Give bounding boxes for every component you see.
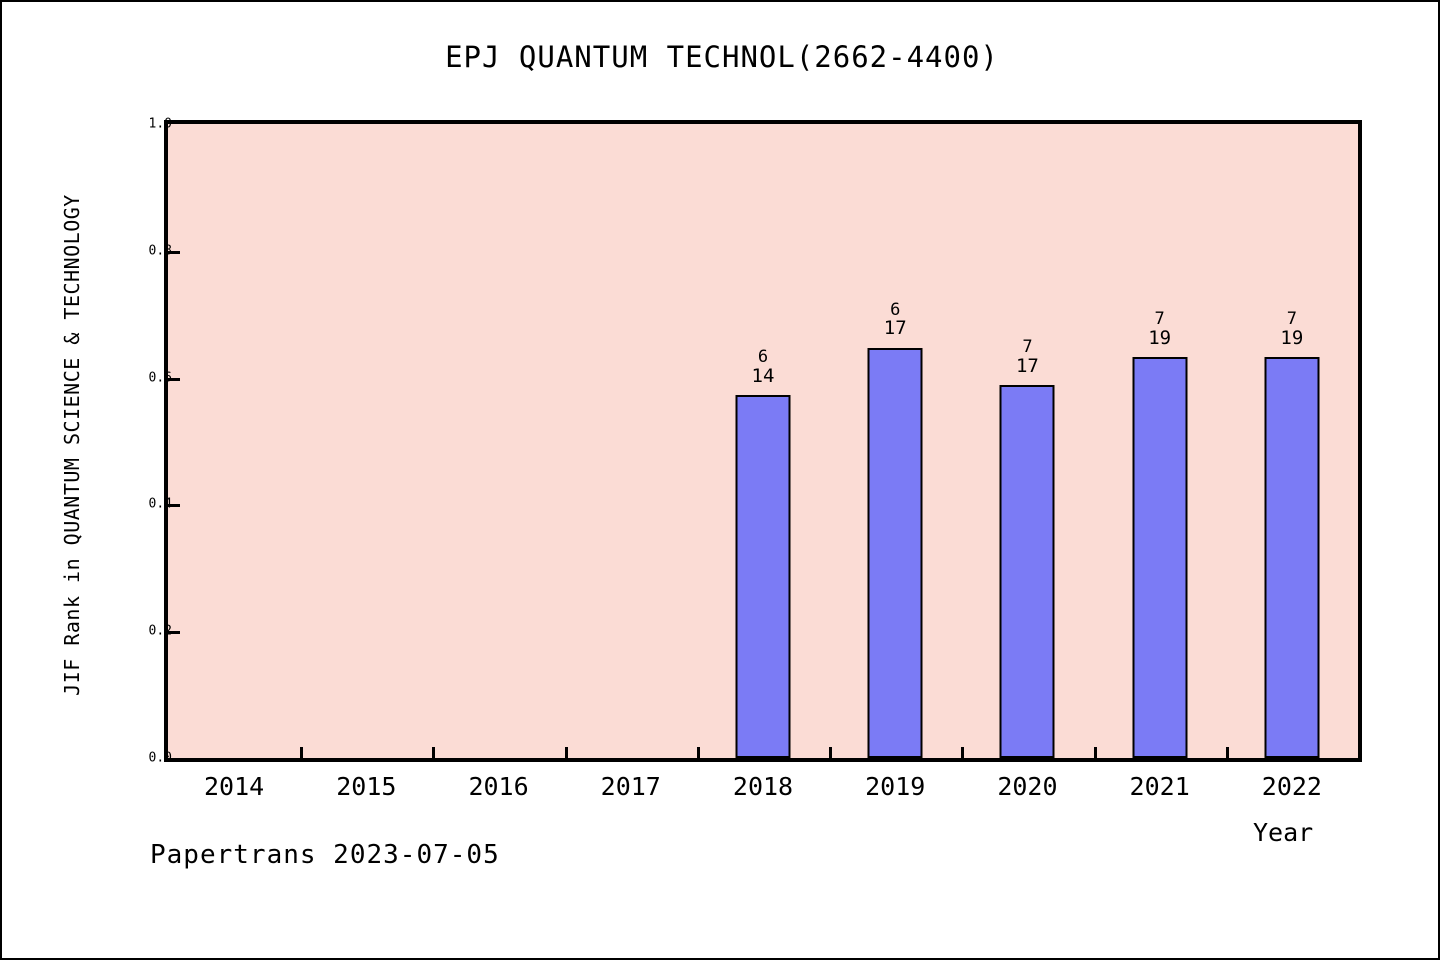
bar-label-denominator: 17 (883, 317, 907, 340)
bar[interactable] (1132, 357, 1188, 758)
x-axis-tick-label: 2017 (600, 772, 661, 801)
x-axis-tick-mark (300, 747, 304, 759)
x-axis-tick-label: 2018 (732, 772, 794, 801)
chart-title: EPJ QUANTUM TECHNOL(2662-4400) (445, 40, 999, 74)
x-axis-tick-mark (961, 747, 965, 759)
y-axis-tick-mark (167, 377, 180, 381)
plot-area: 0.0 0.2 0.4 0.6 0.8 1.0 2014 2015 2016 2017 2018 6 1… (60, 117, 1362, 847)
x-axis-tick-mark (432, 747, 436, 759)
bar-label-numerator: 6 (890, 299, 901, 320)
bar-label-numerator: 7 (1286, 309, 1297, 330)
x-axis-tick-mark (1225, 747, 1229, 759)
bar-value-label: 6 17 (835, 299, 955, 340)
bar-label-numerator: 7 (1154, 309, 1165, 330)
bar[interactable] (1264, 357, 1320, 758)
x-axis-label: Year (1253, 818, 1314, 847)
plot-inner: 0.0 0.2 0.4 0.6 0.8 1.0 2014 2015 2016 2017 2018 6 1… (149, 117, 1358, 802)
y-axis-tick-mark (167, 250, 180, 254)
bar-label-denominator: 19 (1280, 326, 1304, 349)
footer-note: Papertrans 2023-07-05 (150, 840, 500, 870)
bar-value-label: 7 19 (1232, 309, 1352, 349)
x-axis-tick-label: 2020 (997, 772, 1058, 801)
bar[interactable] (735, 395, 791, 758)
x-axis-tick-label: 2019 (865, 772, 926, 801)
x-axis-tick-mark (829, 747, 833, 759)
bar-value-label: 7 19 (1100, 309, 1220, 349)
bar[interactable] (867, 347, 923, 758)
x-axis-tick-label: 2016 (468, 772, 529, 801)
x-axis-tick-mark (1093, 747, 1097, 759)
x-axis-tick-label: 2022 (1261, 772, 1322, 801)
y-axis-tick-label: 0.2 (148, 623, 172, 639)
y-axis-tick-label: 0.4 (148, 496, 172, 512)
bar[interactable] (999, 385, 1055, 758)
x-axis-tick-label: 2014 (204, 772, 265, 801)
y-axis-tick-mark (167, 631, 180, 635)
y-axis-tick-mark (167, 504, 180, 508)
y-axis-tick-label: 0.8 (148, 243, 172, 259)
x-axis-tick-mark (564, 747, 568, 759)
y-axis-label: JIF Rank in QUANTUM SCIENCE & TECHNOLOGY (60, 194, 84, 696)
bar-label-denominator: 17 (1015, 354, 1039, 377)
x-axis-tick-label: 2015 (336, 772, 397, 801)
bar-label-numerator: 6 (757, 347, 769, 368)
bar-label-numerator: 7 (1022, 337, 1033, 358)
x-axis-tick-label: 2021 (1129, 772, 1190, 801)
bar-label-denominator: 19 (1148, 326, 1172, 349)
bar-label-denominator: 14 (751, 364, 775, 387)
x-axis-tick-mark (696, 747, 700, 759)
y-axis-tick-label: 0.6 (148, 370, 172, 386)
bar-value-label: 6 14 (703, 349, 823, 386)
y-axis-tick-label: 1.0 (148, 116, 172, 132)
y-axis-tick-label: 0.0 (148, 750, 172, 766)
bar-value-label: 7 17 (967, 337, 1087, 377)
